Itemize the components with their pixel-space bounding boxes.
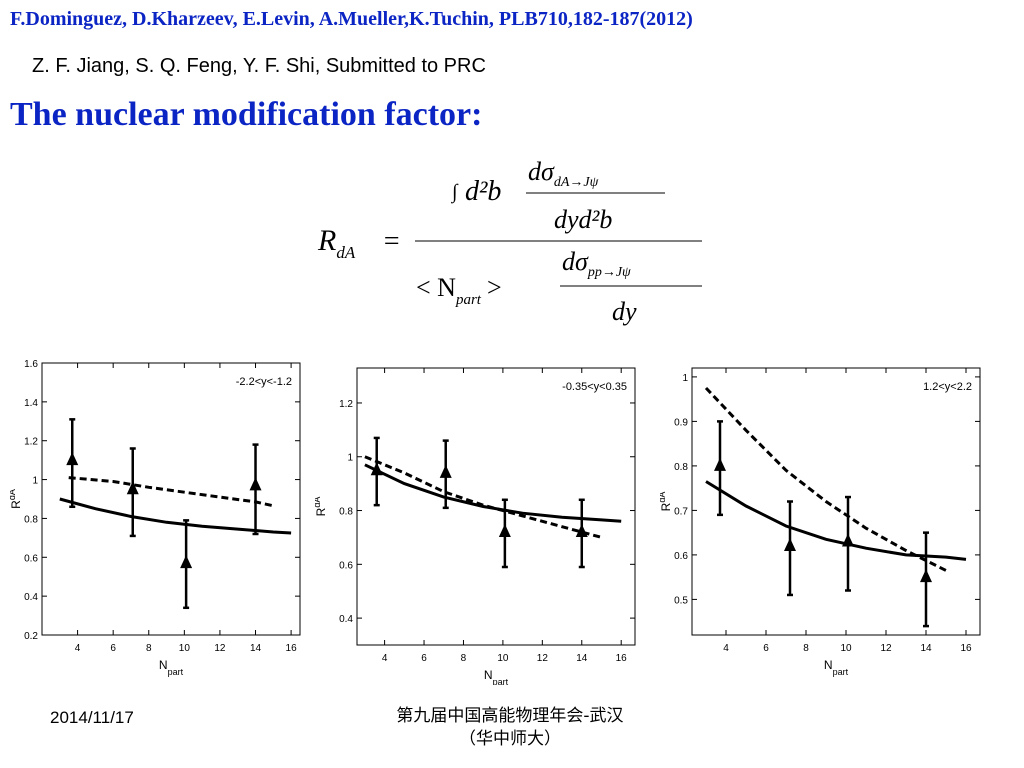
formula-npart: < Npart >	[416, 273, 502, 308]
rda-chart-forward: 4 6 8 10 12 14 16 0.5 0.6 0.7 0.8 0.9 1 1.2<y<2.2 Npar…	[660, 367, 981, 677]
x-axis-label-sub: part	[493, 677, 509, 685]
data-point-triangle	[498, 524, 511, 538]
y-tick-label: 0.5	[674, 595, 688, 606]
x-tick-label: 6	[763, 643, 769, 654]
num-denominator: dyd²b	[554, 205, 612, 234]
data-point-triangle	[575, 524, 588, 538]
y-tick-label: 0.6	[24, 553, 38, 564]
y-axis-label: RdA	[660, 492, 673, 512]
x-tick-label: 10	[179, 643, 191, 654]
formula-equals: =	[382, 226, 401, 257]
data-point-triangle	[784, 538, 796, 551]
data-point-triangle	[920, 569, 932, 583]
x-axis-label-sub: part	[168, 667, 184, 677]
x-tick-label: 8	[461, 653, 467, 664]
x-tick-label: 12	[214, 643, 226, 654]
x-tick-label: 14	[920, 643, 932, 654]
data-point-triangle	[714, 457, 726, 471]
dashed-curve	[68, 476, 274, 508]
y-axis-label: RdA	[315, 497, 328, 517]
x-tick-label: 16	[286, 643, 298, 654]
integral-sign: ∫	[450, 181, 459, 204]
rda-chart-backward: 4 6 8 10 12 14 16 0.2 0.4 0.6 0.8 1 1.2 1.4 1.6 -2.2<y<…	[10, 359, 301, 677]
slide-title: The nuclear modification factor:	[10, 96, 483, 133]
data-point-triangle	[842, 533, 854, 547]
data-point-triangle	[66, 452, 79, 466]
x-tick-label: 12	[537, 653, 549, 664]
y-tick-label: 0.7	[674, 506, 688, 517]
data-point-triangle	[370, 462, 383, 476]
x-tick-label: 6	[110, 643, 116, 654]
footer-venue: 第九届中国高能物理年会-武汉 （华中师大）	[370, 705, 650, 751]
y-axis-label-sub: dA	[660, 492, 667, 503]
y-tick-label: 0.6	[339, 560, 353, 571]
y-tick-label: 1.4	[24, 398, 38, 409]
reference-citation-1: F.Dominguez, D.Kharzeev, E.Levin, A.Muel…	[10, 8, 693, 30]
y-tick-label: 0.6	[674, 551, 688, 562]
x-tick-label: 4	[75, 643, 81, 654]
y-axis-label: RdA	[10, 489, 23, 509]
y-tick-label: 1	[347, 453, 353, 464]
data-point-triangle	[180, 555, 193, 569]
y-tick-label: 0.4	[339, 614, 353, 625]
rda-chart-midrapidity: 4 6 8 10 12 14 16 0.4 0.6 0.8 1 1.2 -0.35<y<0.35 Npar…	[315, 367, 636, 685]
plot-frame	[356, 367, 636, 646]
dashed-curve	[704, 386, 947, 572]
data-point-triangle	[249, 477, 262, 491]
y-axis-label-sub: dA	[315, 497, 322, 508]
y-tick-label: 1.2	[24, 437, 38, 448]
den-dsigma: dσpp→Jψ	[562, 247, 631, 280]
y-tick-label: 0.8	[339, 507, 353, 518]
footer-venue-line2: （华中师大）	[459, 729, 561, 749]
y-tick-label: 0.8	[674, 462, 688, 473]
y-tick-label: 1.2	[339, 399, 353, 410]
dashed-curve	[364, 455, 602, 539]
plot-frame	[691, 367, 981, 636]
x-tick-label: 16	[616, 653, 628, 664]
plot-frame	[41, 362, 301, 636]
x-axis-label: Npart	[824, 658, 849, 677]
y-tick-label: 1	[32, 476, 38, 487]
x-tick-label: 4	[382, 653, 388, 664]
x-tick-label: 14	[576, 653, 588, 664]
footer-venue-line1: 第九届中国高能物理年会-武汉	[396, 706, 624, 726]
formula-lhs: RdA	[317, 224, 356, 262]
x-axis-label: Npart	[484, 668, 509, 685]
y-tick-label: 0.2	[24, 631, 38, 642]
x-tick-label: 14	[250, 643, 262, 654]
x-axis-label-sub: part	[833, 667, 849, 677]
den-denominator: dy	[612, 297, 637, 326]
x-tick-label: 8	[146, 643, 152, 654]
num-dsigma: dσdA→Jψ	[528, 157, 599, 190]
x-tick-label: 8	[803, 643, 809, 654]
y-tick-label: 1.6	[24, 359, 38, 370]
y-tick-label: 1	[682, 373, 688, 384]
y-tick-label: 0.4	[24, 592, 38, 603]
x-axis-label: Npart	[159, 658, 184, 677]
reference-citation-2: Z. F. Jiang, S. Q. Feng, Y. F. Shi, Subm…	[32, 55, 486, 77]
y-axis-label-sub: dA	[10, 489, 17, 500]
x-tick-label: 6	[421, 653, 427, 664]
x-tick-label: 10	[840, 643, 852, 654]
rapidity-annotation: 1.2<y<2.2	[923, 381, 972, 393]
y-tick-label: 0.9	[674, 417, 688, 428]
x-tick-label: 16	[960, 643, 972, 654]
footer-date: 2014/11/17	[50, 708, 134, 727]
rda-formula: RdA = ∫ d²b dσdA→Jψ dyd²b < Npart > dσpp→…	[317, 157, 702, 326]
x-tick-label: 10	[497, 653, 509, 664]
y-tick-label: 0.8	[24, 514, 38, 525]
rapidity-annotation: -0.35<y<0.35	[562, 381, 627, 393]
solid-curve	[59, 497, 292, 535]
data-point-triangle	[439, 464, 452, 478]
data-point-triangle	[126, 481, 139, 495]
x-tick-label: 4	[723, 643, 729, 654]
formula-d2b: d²b	[465, 176, 501, 207]
x-tick-label: 12	[880, 643, 892, 654]
rapidity-annotation: -2.2<y<-1.2	[236, 376, 292, 388]
